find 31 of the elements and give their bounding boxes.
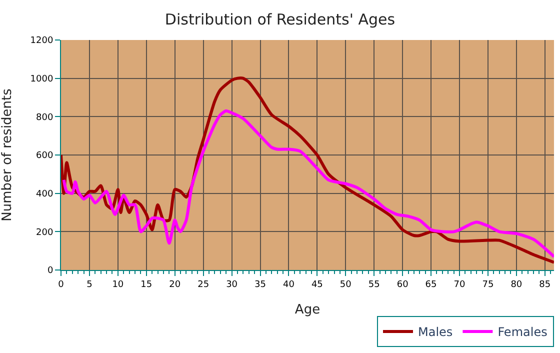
x-tick-label: 65 <box>425 280 437 290</box>
chart-title: Distribution of Residents' Ages <box>164 10 396 29</box>
y-tick-label: 200 <box>36 228 54 238</box>
legend-label: Males <box>418 325 453 340</box>
x-axis-title: Age <box>294 302 320 318</box>
x-tick-label: 55 <box>368 280 380 290</box>
x-tick-label: 10 <box>112 280 124 290</box>
x-tick-label: 5 <box>86 280 92 290</box>
x-tick-label: 45 <box>311 280 323 290</box>
x-tick-label: 0 <box>58 280 64 290</box>
x-tick-label: 70 <box>454 280 466 290</box>
x-tick-label: 60 <box>396 280 409 290</box>
x-tick-label: 85 <box>539 280 551 290</box>
y-tick-label: 1200 <box>30 36 54 46</box>
y-axis-title: Number of residents <box>0 88 16 222</box>
x-tick-label: 15 <box>140 280 152 290</box>
x-tick-label: 25 <box>198 280 210 290</box>
y-tick-label: 0 <box>47 266 54 276</box>
line-series <box>62 109 554 258</box>
x-tick-label: 50 <box>340 280 352 290</box>
x-tick-label: 40 <box>282 280 295 290</box>
x-tick-label: 30 <box>226 280 238 290</box>
x-tick-label: 75 <box>482 280 494 290</box>
x-tick-label: 80 <box>510 280 522 290</box>
x-tick-label: 20 <box>169 280 181 290</box>
y-tick-label: 1000 <box>30 74 54 84</box>
legend-label: Females <box>498 325 548 340</box>
x-tick-label: 35 <box>254 280 266 290</box>
y-tick-label: 800 <box>36 112 54 123</box>
y-tick-label: 400 <box>36 189 54 200</box>
y-tick-label: 600 <box>36 151 54 162</box>
